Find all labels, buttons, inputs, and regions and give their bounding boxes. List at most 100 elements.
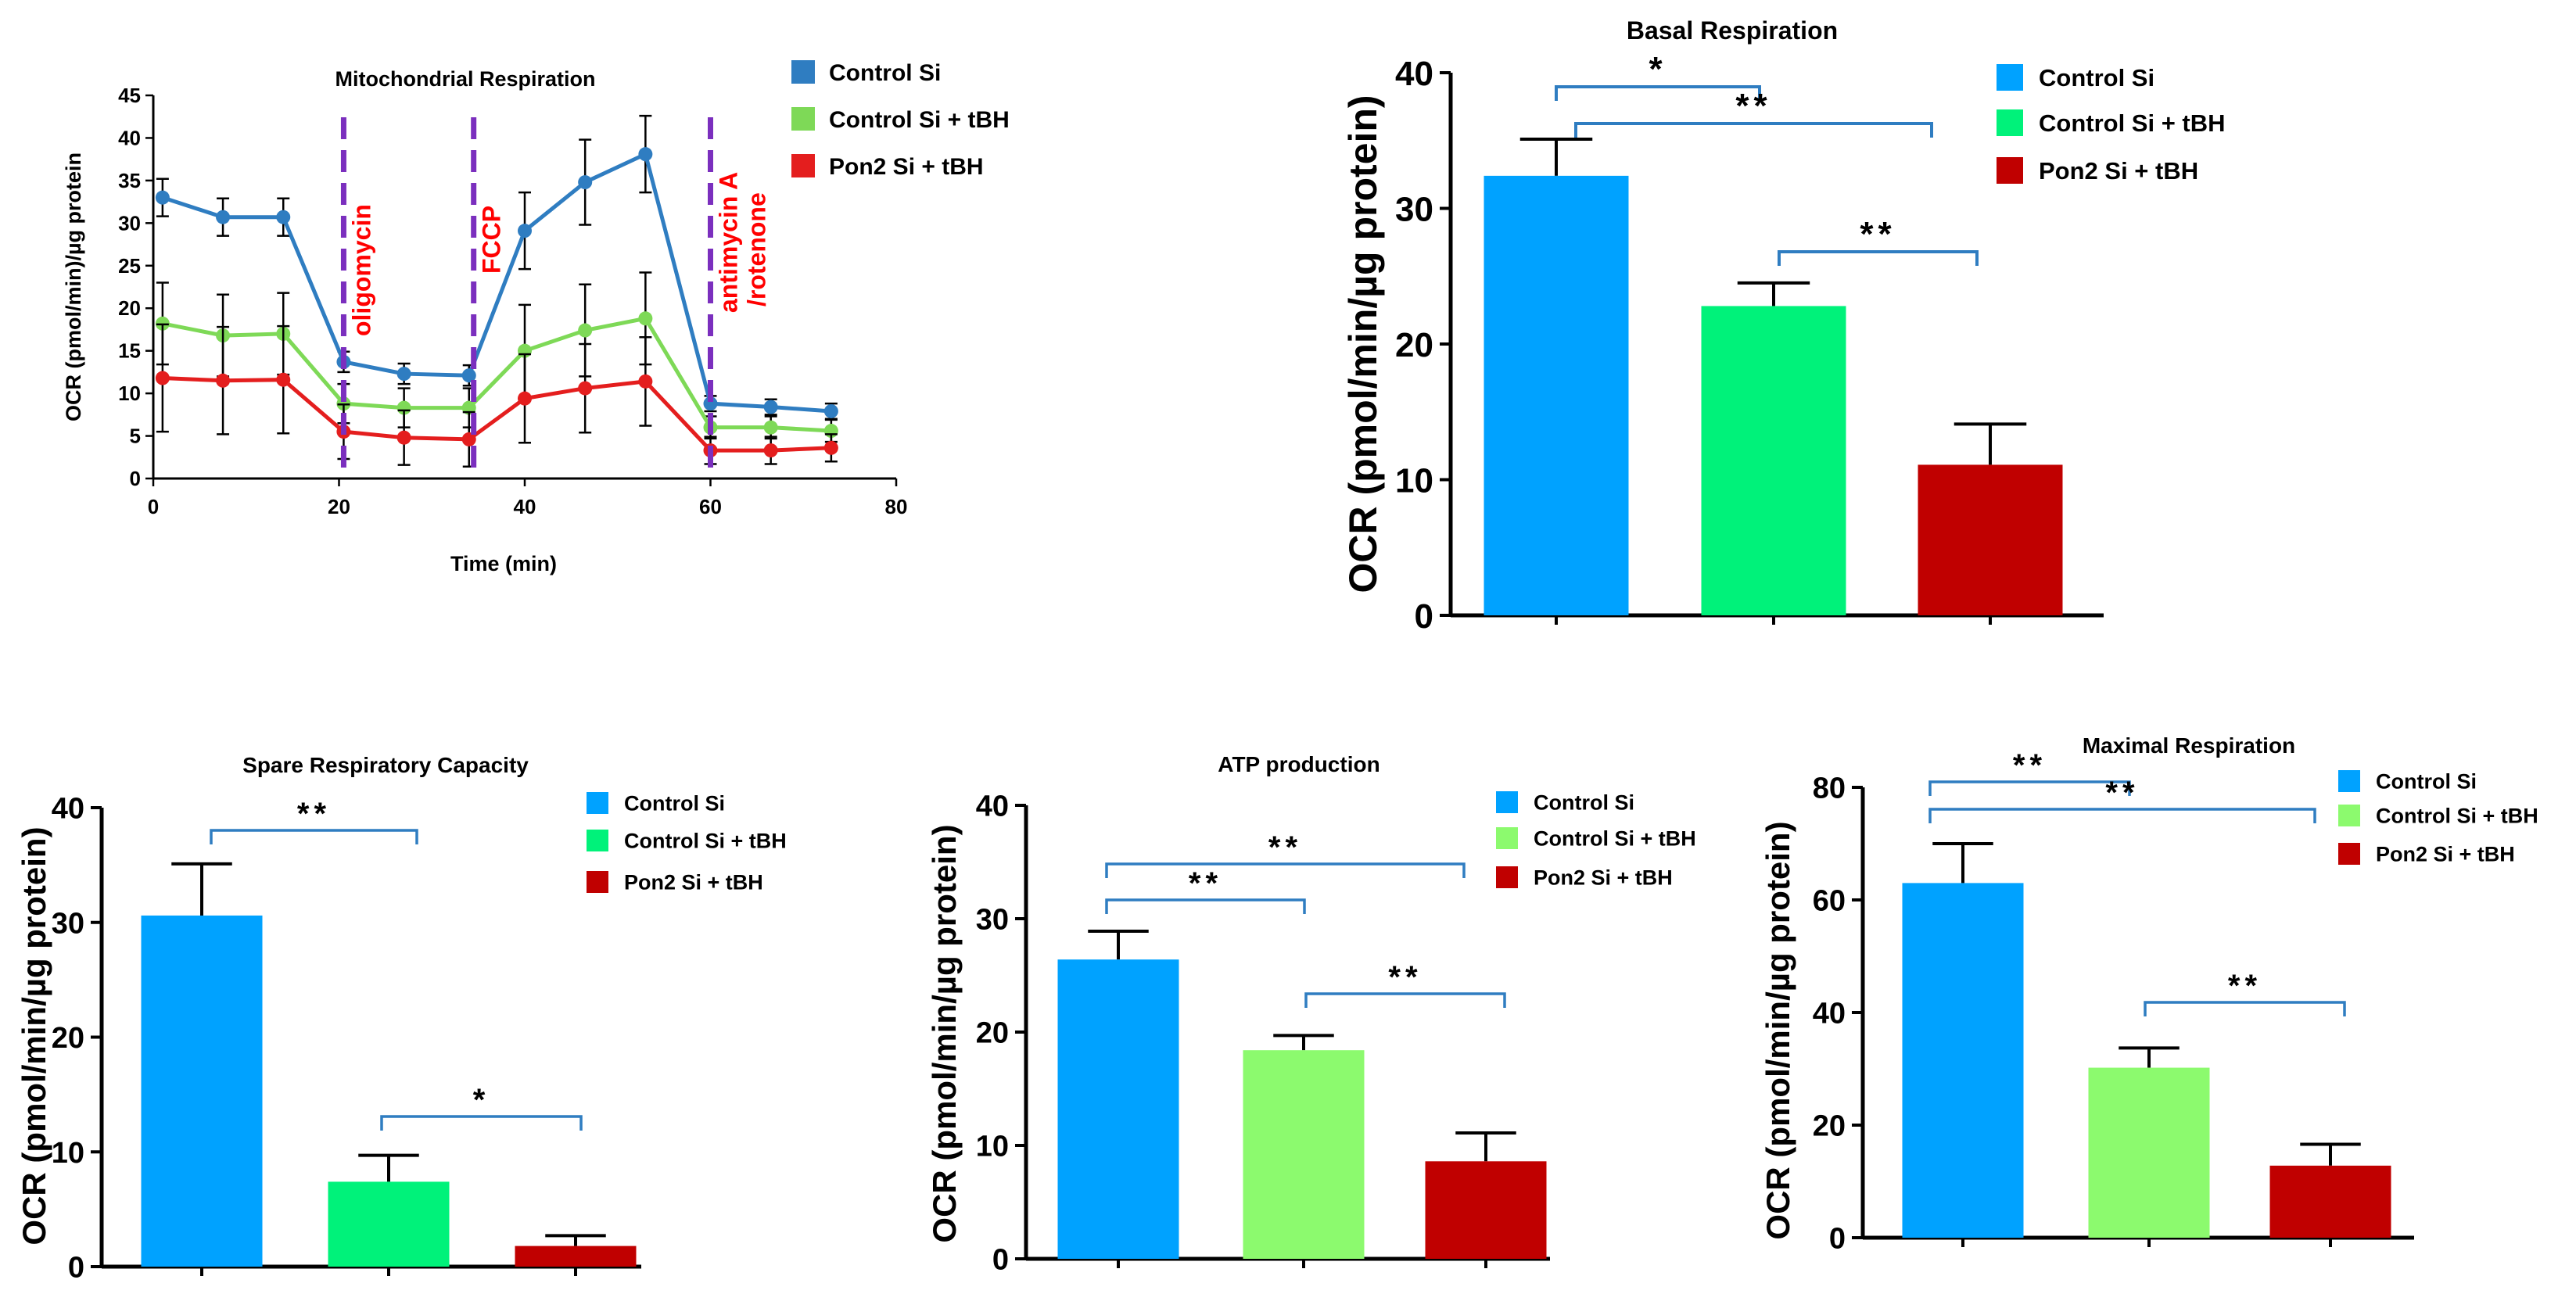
significance-bracket bbox=[1574, 122, 1933, 138]
legend-swatch bbox=[1997, 109, 2023, 136]
x-tick-label: 80 bbox=[885, 495, 908, 518]
chart-title: Mitochondrial Respiration bbox=[335, 67, 595, 91]
y-tick-label: 5 bbox=[130, 425, 141, 448]
legend-swatch bbox=[791, 154, 815, 177]
significance-bracket bbox=[1778, 250, 1979, 266]
bar bbox=[515, 1246, 637, 1267]
legend-swatch bbox=[1997, 157, 2023, 184]
y-axis-label: OCR (pmol/min)/µg protein bbox=[62, 152, 85, 421]
data-point bbox=[396, 367, 411, 382]
data-point bbox=[276, 372, 291, 387]
bar bbox=[1057, 959, 1179, 1259]
significance-label: * bbox=[473, 1083, 490, 1117]
significance-bracket bbox=[1105, 898, 1306, 914]
significance-bracket bbox=[210, 829, 418, 844]
legend-label: Control Si + tBH bbox=[624, 830, 787, 853]
bar bbox=[1425, 1161, 1547, 1259]
bar bbox=[1902, 883, 2024, 1238]
legend-label: Control Si + tBH bbox=[2039, 109, 2226, 137]
significance-label: ** bbox=[2228, 969, 2262, 1003]
y-tick-label: 0 bbox=[992, 1244, 1009, 1277]
y-tick-label: 30 bbox=[976, 904, 1009, 937]
y-axis-label: OCR (pmol/min/µg protein) bbox=[1341, 95, 1385, 593]
significance-label: * bbox=[1649, 50, 1667, 88]
data-point bbox=[763, 420, 778, 435]
legend: Control Si Control Si + tBH Pon2 Si + tBH bbox=[791, 60, 1010, 180]
basal-chart: Basal Respiration 0 10 20 30 40 OCR (pmol/min/… bbox=[1341, 16, 2226, 636]
data-point bbox=[638, 147, 653, 162]
significance-label: ** bbox=[1189, 866, 1222, 901]
legend-swatch bbox=[2338, 770, 2360, 792]
data-point bbox=[518, 391, 532, 406]
y-tick-label: 0 bbox=[1415, 597, 1433, 636]
legend-swatch bbox=[587, 792, 608, 814]
data-point bbox=[461, 432, 476, 446]
significance-bracket bbox=[1105, 862, 1466, 878]
chart-title: Spare Respiratory Capacity bbox=[242, 753, 529, 777]
bar bbox=[1243, 1050, 1365, 1259]
y-tick-label: 40 bbox=[1395, 55, 1433, 93]
data-point bbox=[703, 396, 718, 411]
y-tick-label: 40 bbox=[52, 793, 84, 826]
data-point bbox=[638, 374, 653, 389]
injection-label: /rotenone bbox=[743, 192, 771, 306]
y-axis-label: OCR (pmol/min/µg protein) bbox=[926, 824, 963, 1242]
mito-chart: Mitochondrial Respiration 0 5 10 15 20 25 30 35 4… bbox=[62, 60, 1010, 575]
y-tick-label: 10 bbox=[976, 1131, 1009, 1163]
legend-label: Pon2 Si + tBH bbox=[2376, 843, 2515, 866]
data-point bbox=[216, 210, 231, 224]
series-line bbox=[162, 376, 831, 453]
y-tick-label: 20 bbox=[52, 1022, 84, 1055]
data-point bbox=[155, 190, 170, 205]
y-tick-label: 40 bbox=[118, 126, 141, 149]
injection-label: FCCP bbox=[478, 206, 506, 274]
data-point bbox=[518, 224, 532, 238]
chart-title: Maximal Respiration bbox=[2083, 733, 2295, 758]
legend-swatch bbox=[791, 107, 815, 131]
data-point bbox=[276, 210, 291, 224]
bar bbox=[2269, 1165, 2391, 1238]
bar bbox=[2088, 1067, 2210, 1238]
x-tick-label: 20 bbox=[328, 495, 350, 518]
bar bbox=[141, 915, 263, 1267]
legend-swatch bbox=[1496, 827, 1518, 849]
legend-swatch bbox=[1997, 64, 2023, 91]
data-point bbox=[216, 373, 231, 388]
y-tick-label: 0 bbox=[68, 1252, 84, 1285]
y-tick-label: 80 bbox=[1813, 772, 1846, 805]
significance-label: ** bbox=[2013, 748, 2047, 783]
y-axis-label: OCR (pmol/min/µg protein) bbox=[1760, 821, 1796, 1239]
data-point bbox=[763, 400, 778, 414]
y-tick-label: 0 bbox=[1829, 1223, 1846, 1256]
data-point bbox=[823, 403, 838, 418]
y-tick-label: 35 bbox=[118, 169, 141, 192]
y-tick-label: 60 bbox=[1813, 885, 1846, 918]
y-tick-label: 15 bbox=[118, 339, 141, 363]
bar bbox=[328, 1181, 450, 1267]
chart-title: Basal Respiration bbox=[1627, 16, 1838, 45]
x-tick-label: 60 bbox=[699, 495, 722, 518]
significance-bracket bbox=[1304, 992, 1506, 1008]
data-point bbox=[461, 368, 476, 383]
legend-label: Control Si bbox=[2039, 64, 2154, 91]
y-tick-label: 40 bbox=[1813, 998, 1846, 1031]
significance-label: ** bbox=[1860, 215, 1896, 253]
y-tick-label: 45 bbox=[118, 84, 141, 107]
data-point bbox=[578, 381, 593, 396]
significance-label: ** bbox=[2105, 776, 2139, 810]
y-tick-label: 20 bbox=[1395, 326, 1433, 364]
legend-label: Pon2 Si + tBH bbox=[624, 871, 763, 894]
legend-label: Pon2 Si + tBH bbox=[1534, 866, 1673, 890]
data-point bbox=[578, 175, 593, 190]
significance-bracket bbox=[1928, 780, 2131, 796]
legend: Control Si Control Si + tBH Pon2 Si + tBH bbox=[587, 792, 787, 894]
significance-bracket bbox=[1928, 808, 2316, 823]
series-line bbox=[162, 151, 832, 414]
y-tick-label: 40 bbox=[976, 790, 1009, 823]
series-line bbox=[162, 316, 832, 433]
y-tick-label: 30 bbox=[52, 907, 84, 940]
data-point bbox=[396, 430, 411, 445]
legend-swatch bbox=[1496, 791, 1518, 813]
